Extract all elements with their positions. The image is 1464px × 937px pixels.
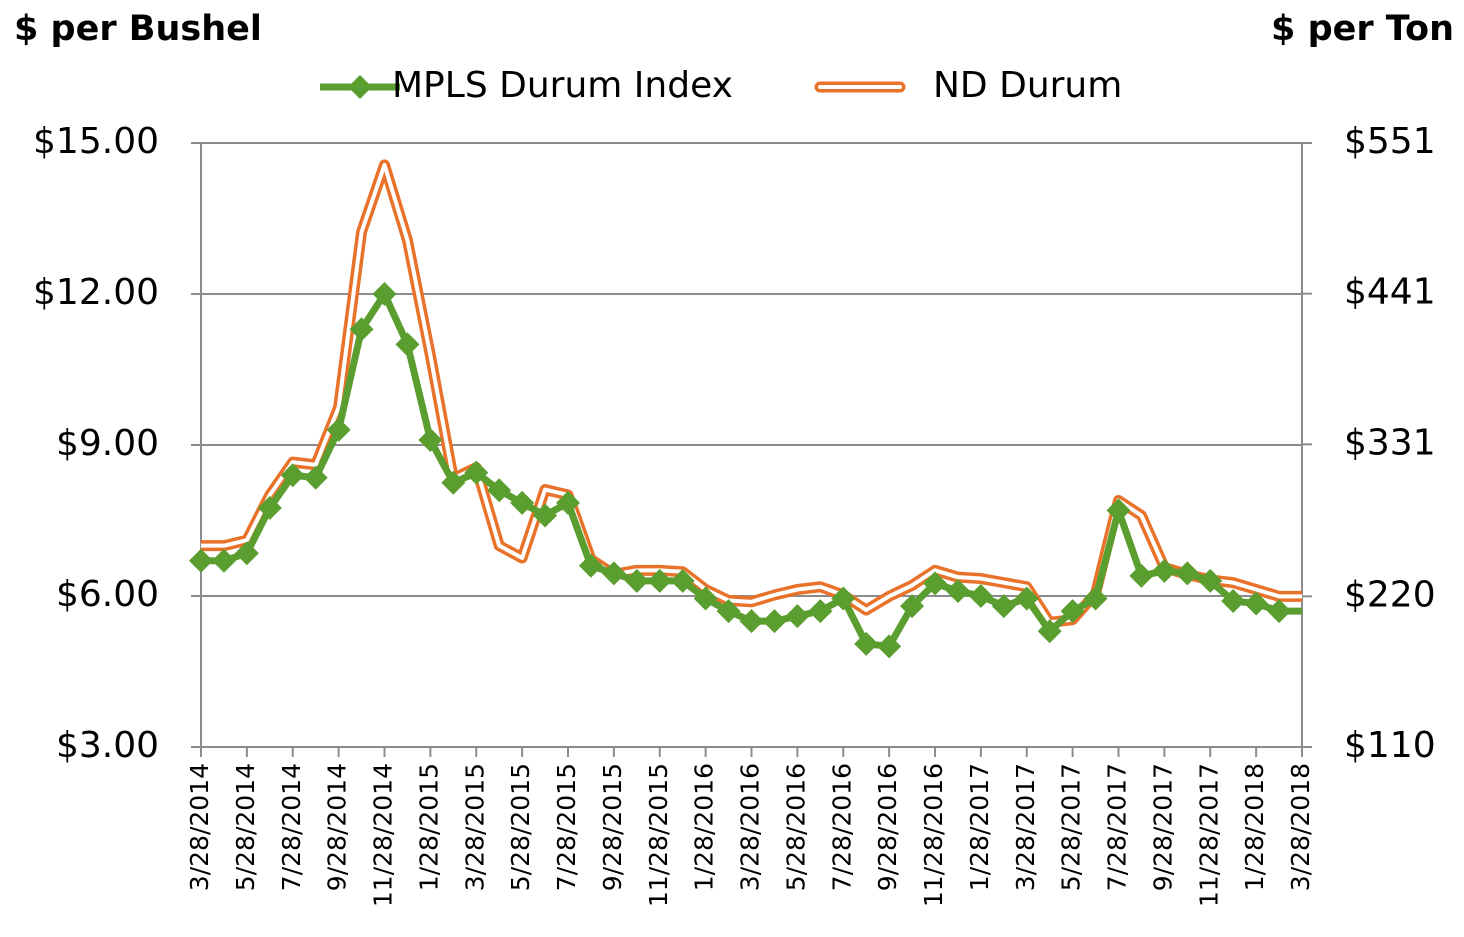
marker xyxy=(556,490,580,515)
x-tick-label: 11/28/2016 xyxy=(919,763,948,907)
marker xyxy=(647,568,672,593)
marker xyxy=(1198,568,1223,593)
marker xyxy=(1037,619,1062,644)
marker xyxy=(1060,599,1085,624)
marker xyxy=(189,548,213,573)
y-tick-label: $12.00 xyxy=(33,272,159,313)
marker xyxy=(831,586,856,611)
y2-axis-title: $ per Ton xyxy=(1271,9,1454,49)
x-tick-label: 7/28/2015 xyxy=(552,763,581,891)
x-tick-label: 1/28/2016 xyxy=(690,763,719,891)
marker xyxy=(533,503,558,528)
marker xyxy=(670,568,695,593)
legend-marker xyxy=(348,75,372,99)
marker xyxy=(808,599,833,624)
y2-tick-label: $551 xyxy=(1344,121,1436,162)
x-tick-label: 11/28/2015 xyxy=(644,763,673,907)
marker xyxy=(968,584,993,608)
x-tick-label: 5/28/2017 xyxy=(1057,763,1086,891)
marker xyxy=(326,417,351,442)
x-tick-label: 7/28/2017 xyxy=(1103,763,1132,891)
y2-tick-label: $441 xyxy=(1344,272,1436,313)
x-tick-label: 3/28/2018 xyxy=(1286,763,1315,891)
x-tick-label: 11/28/2017 xyxy=(1194,763,1223,907)
marker xyxy=(349,317,374,342)
marker xyxy=(280,463,305,488)
x-tick-label: 9/28/2017 xyxy=(1148,763,1177,891)
marker xyxy=(945,578,970,603)
marker xyxy=(234,541,259,566)
marker xyxy=(1106,498,1131,523)
legend-label: ND Durum xyxy=(933,65,1122,106)
marker xyxy=(991,594,1016,619)
x-tick-label: 5/28/2016 xyxy=(781,763,810,891)
y-tick-label: $15.00 xyxy=(33,121,159,162)
x-tick-label: 3/28/2015 xyxy=(460,763,489,891)
x-tick-label: 3/28/2014 xyxy=(185,763,214,891)
x-tick-label: 7/28/2016 xyxy=(827,763,856,891)
marker xyxy=(1175,561,1200,586)
marker xyxy=(1083,586,1108,611)
marker xyxy=(1014,586,1039,611)
x-tick-label: 7/28/2014 xyxy=(277,763,306,891)
y2-tick-label: $220 xyxy=(1344,574,1436,615)
marker xyxy=(900,594,925,619)
marker xyxy=(854,631,879,656)
marker xyxy=(785,604,810,629)
y2-tick-label: $331 xyxy=(1344,422,1436,463)
x-tick-label: 9/28/2015 xyxy=(598,763,627,891)
x-tick-label: 1/28/2018 xyxy=(1240,763,1269,891)
x-tick-label: 11/28/2014 xyxy=(369,763,398,907)
marker xyxy=(510,490,535,515)
marker xyxy=(693,586,718,611)
marker xyxy=(303,465,328,490)
y-tick-label: $3.00 xyxy=(56,725,159,766)
marker xyxy=(211,548,236,573)
marker xyxy=(418,427,443,452)
series-line xyxy=(201,290,1302,650)
marker xyxy=(762,609,787,634)
x-tick-label: 5/28/2015 xyxy=(506,763,535,891)
marker xyxy=(923,571,947,596)
y-axis-title: $ per Bushel xyxy=(14,9,262,49)
marker xyxy=(716,599,741,624)
marker xyxy=(1267,599,1292,624)
marker xyxy=(1221,589,1246,614)
marker xyxy=(1152,558,1177,583)
legend-label: MPLS Durum Index xyxy=(392,65,733,106)
marker xyxy=(624,568,649,593)
marker xyxy=(464,460,489,485)
marker xyxy=(601,561,626,586)
marker xyxy=(1129,563,1154,588)
marker xyxy=(395,332,420,357)
marker xyxy=(441,470,466,495)
marker xyxy=(1244,591,1269,616)
x-tick-label: 1/28/2017 xyxy=(965,763,994,891)
x-tick-label: 5/28/2014 xyxy=(231,763,260,891)
x-tick-label: 1/28/2015 xyxy=(414,763,443,891)
marker xyxy=(739,609,764,634)
x-tick-label: 3/28/2016 xyxy=(736,763,765,891)
y-tick-label: $9.00 xyxy=(56,423,159,464)
marker xyxy=(487,478,512,503)
x-tick-label: 3/28/2017 xyxy=(1011,763,1040,891)
marker xyxy=(372,282,397,306)
y-tick-label: $6.00 xyxy=(56,574,159,615)
marker xyxy=(578,553,603,578)
marker xyxy=(877,634,902,659)
x-tick-label: 9/28/2016 xyxy=(873,763,902,891)
x-tick-label: 9/28/2014 xyxy=(323,763,352,891)
y2-tick-label: $110 xyxy=(1344,725,1436,766)
marker xyxy=(257,495,282,520)
